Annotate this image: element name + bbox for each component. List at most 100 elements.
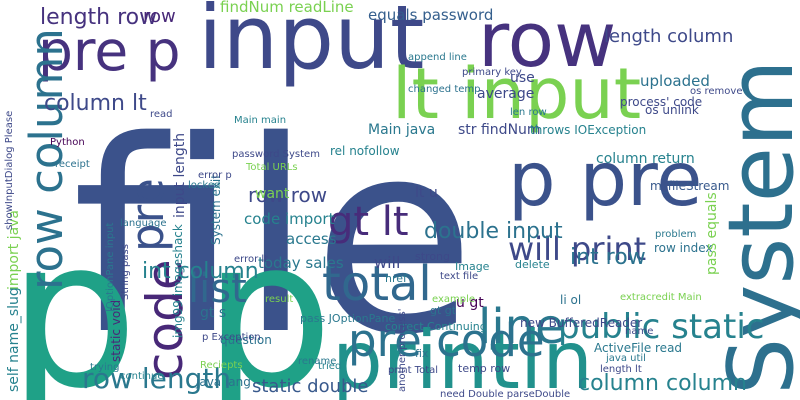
- cloud-word: str findNum: [458, 122, 541, 138]
- cloud-word: m_fileStream: [650, 179, 729, 193]
- cloud-word: delete: [515, 258, 550, 271]
- cloud-word: password System: [232, 149, 320, 160]
- cloud-word: name: [625, 326, 653, 337]
- cloud-word: row row: [248, 183, 327, 207]
- cloud-word: file: [72, 85, 476, 393]
- cloud-word: access: [286, 230, 337, 248]
- cloud-word: import java: [6, 210, 22, 290]
- cloud-word: lt input: [392, 53, 641, 135]
- cloud-word: p Exception: [202, 332, 261, 343]
- cloud-word: use: [510, 70, 535, 86]
- cloud-word: int column: [142, 259, 259, 284]
- cloud-word: href: [385, 272, 408, 285]
- cloud-word: another process': [397, 309, 408, 392]
- cloud-word: li ol: [560, 293, 581, 307]
- cloud-word: print Total: [388, 365, 438, 376]
- cloud-word: total: [322, 256, 432, 312]
- cloud-word: p p: [8, 196, 333, 400]
- cloud-word: os remove: [690, 86, 742, 97]
- cloud-word: row index: [654, 241, 712, 255]
- cloud-word: String pass: [120, 244, 131, 300]
- cloud-word: extracredit Main: [620, 292, 702, 303]
- cloud-word: static double: [252, 376, 369, 397]
- cloud-word: append line: [408, 52, 467, 63]
- cloud-word: today sales: [258, 254, 344, 272]
- cloud-word: primary key: [462, 67, 522, 78]
- cloud-word: column return: [596, 151, 695, 167]
- cloud-word: input length: [172, 133, 188, 218]
- cloud-word: Main main: [234, 115, 286, 126]
- cloud-word: len row: [510, 107, 547, 118]
- cloud-word: code: [136, 259, 194, 380]
- cloud-word: code import: [244, 210, 335, 228]
- cloud-word: java lang: [195, 375, 251, 389]
- cloud-word: example: [432, 294, 475, 305]
- cloud-word: public static: [558, 307, 764, 347]
- cloud-word: self name_slug: [6, 287, 22, 392]
- cloud-word: length column: [604, 26, 733, 47]
- cloud-word: length row: [40, 5, 157, 30]
- cloud-word: java util: [605, 353, 646, 364]
- cloud-word: trying: [90, 362, 119, 373]
- cloud-word: receipt: [55, 159, 90, 170]
- cloud-word: findNum readLine: [220, 0, 354, 16]
- cloud-word: System: [709, 59, 800, 395]
- cloud-word: average: [477, 86, 534, 102]
- cloud-word: throws IOException: [530, 123, 646, 137]
- cloud-word: static void: [109, 300, 123, 362]
- cloud-word: int row: [570, 245, 646, 270]
- cloud-word: changed temp: [408, 84, 481, 95]
- cloud-word: locked: [188, 180, 220, 191]
- cloud-word: row length: [82, 362, 231, 395]
- cloud-word: problem: [655, 229, 696, 240]
- cloud-word: pass JOptionPane: [300, 312, 395, 325]
- cloud-word: question: [220, 333, 272, 347]
- cloud-word: will: [374, 253, 400, 272]
- cloud-word: list: [188, 266, 247, 312]
- cloud-word: want: [255, 186, 290, 202]
- cloud-word: tried: [318, 361, 341, 372]
- cloud-word: result: [265, 294, 293, 305]
- cloud-word: will print: [508, 230, 646, 268]
- cloud-word: gt lt: [328, 199, 409, 245]
- cloud-word: read: [150, 109, 173, 120]
- cloud-word: os unlink: [645, 103, 699, 117]
- cloud-word: rel nofollow: [330, 144, 400, 158]
- cloud-word: double input: [424, 219, 563, 244]
- cloud-word: Reciepts: [200, 360, 243, 371]
- cloud-word: strong: [415, 250, 450, 263]
- cloud-word: length lt: [600, 364, 642, 375]
- cloud-word: correct Continuing: [385, 320, 487, 333]
- cloud-word: println: [332, 314, 593, 400]
- cloud-word: row: [478, 0, 616, 84]
- cloud-word: new BufferedReader: [520, 316, 642, 330]
- cloud-word: Python: [50, 137, 85, 148]
- cloud-word: process' code: [620, 95, 702, 109]
- cloud-word: need Double parseDouble: [440, 389, 570, 400]
- cloud-word: showInputDialog Please: [4, 111, 15, 230]
- cloud-word: ActiveFile read: [594, 341, 682, 355]
- cloud-word: temp row: [458, 362, 510, 375]
- cloud-word: p pre: [508, 135, 702, 223]
- cloud-word: row: [143, 6, 176, 27]
- cloud-word: System exit: [209, 174, 223, 245]
- cloud-word: text file: [440, 271, 478, 282]
- cloud-word: row column: [20, 28, 73, 290]
- cloud-word: column column: [578, 371, 747, 396]
- cloud-word: error lt: [234, 254, 268, 265]
- cloud-word: pre: [121, 178, 174, 252]
- cloud-word: Image: [455, 260, 490, 273]
- cloud-word: rename: [298, 356, 336, 367]
- cloud-word: u gt: [456, 295, 484, 311]
- cloud-word: equals password: [368, 6, 493, 24]
- cloud-word: pre p: [38, 19, 181, 83]
- cloud-word: pre code: [348, 314, 545, 367]
- cloud-word: error p: [198, 170, 232, 181]
- cloud-word: language: [120, 218, 167, 229]
- cloud-word: input: [198, 0, 424, 89]
- cloud-word: pass equals: [704, 192, 720, 275]
- cloud-word: Main java: [368, 122, 435, 138]
- cloud-word: uploaded: [640, 72, 710, 90]
